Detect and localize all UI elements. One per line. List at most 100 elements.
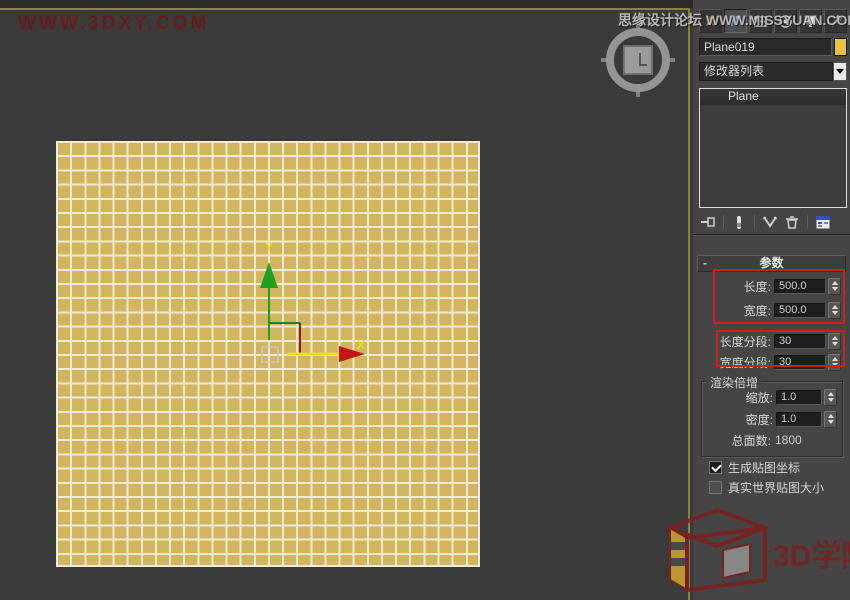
density-input[interactable]: 1.0 bbox=[776, 411, 822, 427]
spinner-up-icon bbox=[831, 336, 838, 340]
tab-motion[interactable] bbox=[774, 9, 797, 33]
scale-input[interactable]: 1.0 bbox=[776, 389, 822, 405]
compass-tick-west bbox=[601, 58, 607, 62]
perspective-viewport[interactable]: Y X bbox=[0, 0, 693, 600]
length-segs-input[interactable]: 30 bbox=[774, 333, 826, 349]
parameters-rollout-header[interactable]: - 参数 bbox=[697, 255, 846, 272]
generate-mapping-coords-row: 生成贴图坐标 bbox=[709, 460, 800, 475]
width-spinner[interactable] bbox=[828, 301, 841, 319]
highlight-rect-segs bbox=[716, 330, 845, 367]
width-input[interactable]: 500.0 bbox=[774, 302, 826, 318]
configure-modifier-sets-button[interactable] bbox=[812, 213, 834, 231]
toolbar-separator bbox=[754, 215, 755, 229]
tab-create[interactable] bbox=[699, 9, 722, 33]
x-axis-arrowhead[interactable] bbox=[339, 346, 365, 362]
spinner-up-icon bbox=[831, 281, 838, 285]
stack-item-plane[interactable]: Plane bbox=[700, 89, 846, 105]
display-tab-icon bbox=[804, 15, 817, 27]
real-world-map-size-checkbox[interactable] bbox=[709, 481, 722, 494]
modifier-list-dropdown[interactable]: 修改器列表 bbox=[699, 62, 833, 81]
scale-row: 缩放: 1.0 bbox=[707, 388, 837, 406]
total-faces-value: 1800 bbox=[775, 433, 802, 447]
scale-spinner[interactable] bbox=[824, 388, 837, 406]
spinner-down-icon bbox=[831, 287, 838, 291]
plane-object[interactable] bbox=[56, 141, 480, 567]
modifier-list-arrow-button[interactable] bbox=[833, 62, 847, 81]
density-row: 密度: 1.0 bbox=[707, 410, 837, 428]
chevron-down-icon bbox=[836, 69, 844, 74]
length-input[interactable]: 500.0 bbox=[774, 278, 826, 294]
make-unique-button[interactable] bbox=[759, 213, 781, 231]
motion-tab-icon bbox=[779, 14, 792, 28]
rollout-collapse-button[interactable]: - bbox=[703, 256, 707, 270]
panel-divider bbox=[693, 234, 850, 236]
real-world-map-size-row: 真实世界贴图大小 bbox=[709, 480, 824, 495]
object-name-row: Plane019 bbox=[699, 38, 847, 56]
object-color-swatch[interactable] bbox=[834, 38, 847, 56]
tab-display[interactable] bbox=[799, 9, 822, 33]
spinner-down-icon bbox=[831, 311, 838, 315]
scale-label: 缩放: bbox=[745, 390, 773, 405]
modify-tab-icon bbox=[729, 15, 740, 26]
modifier-list-row: 修改器列表 bbox=[699, 62, 847, 81]
length-spinner[interactable] bbox=[828, 277, 841, 295]
total-faces-row: 总面数: 1800 bbox=[707, 432, 831, 448]
compass-center-icon[interactable] bbox=[623, 45, 653, 75]
render-multipliers-title: 渲染倍增 bbox=[707, 374, 762, 391]
real-world-map-size-label: 真实世界贴图大小 bbox=[728, 481, 825, 495]
tab-modify[interactable] bbox=[724, 9, 747, 33]
width-row: 宽度: 500.0 bbox=[701, 301, 841, 319]
compass-tick-south bbox=[636, 91, 640, 97]
make-unique-icon bbox=[762, 216, 778, 228]
length-segs-row: 长度分段: 30 bbox=[701, 332, 841, 350]
viewport-top-strip bbox=[0, 0, 693, 8]
y-axis-arrowhead[interactable] bbox=[260, 262, 278, 288]
highlight-rect-size bbox=[713, 269, 845, 324]
viewport-compass[interactable] bbox=[601, 23, 675, 97]
compass-ring-icon[interactable] bbox=[606, 28, 670, 92]
spinner-up-icon bbox=[831, 305, 838, 309]
watermark-missyuan: 思缘设计论坛 WWW.MISSYUAN.COM bbox=[618, 12, 850, 28]
generate-mapping-coords-checkbox[interactable] bbox=[709, 461, 722, 474]
tab-hierarchy[interactable] bbox=[749, 9, 772, 33]
density-label: 密度: bbox=[745, 412, 773, 427]
create-tab-icon bbox=[706, 15, 714, 26]
configure-modifier-sets-icon bbox=[815, 215, 831, 229]
active-viewport-border-right bbox=[688, 8, 690, 600]
remove-modifier-button[interactable] bbox=[781, 213, 803, 231]
object-name-input[interactable]: Plane019 bbox=[699, 38, 832, 56]
toolbar-separator bbox=[807, 215, 808, 229]
compass-center-mark bbox=[639, 53, 641, 65]
gizmo-x-label: X bbox=[357, 338, 365, 352]
compass-tick-east bbox=[669, 58, 675, 62]
render-multipliers-group: 渲染倍增 bbox=[701, 374, 843, 457]
spinner-down-icon bbox=[827, 398, 834, 402]
command-panel-tabs bbox=[699, 9, 847, 33]
width-label: 宽度: bbox=[743, 303, 771, 318]
length-row: 长度: 500.0 bbox=[701, 277, 841, 295]
modifier-stack: Plane bbox=[699, 88, 847, 208]
spinner-up-icon bbox=[827, 392, 834, 396]
watermark-3d-academy-text: 3D学院 bbox=[773, 539, 850, 573]
spinner-down-icon bbox=[831, 342, 838, 346]
pin-stack-icon bbox=[701, 217, 715, 227]
compass-center-mark bbox=[639, 64, 647, 66]
move-gizmo[interactable]: Y X bbox=[225, 233, 385, 373]
show-end-result-button[interactable] bbox=[728, 213, 750, 231]
rollout-title: 参数 bbox=[759, 256, 784, 270]
compass-tick-north bbox=[636, 23, 640, 29]
remove-modifier-icon bbox=[786, 215, 798, 229]
show-end-result-icon bbox=[737, 215, 741, 229]
tab-utilities[interactable] bbox=[824, 9, 847, 33]
active-viewport-border-top bbox=[0, 8, 690, 10]
pin-stack-button[interactable] bbox=[697, 213, 719, 231]
density-spinner[interactable] bbox=[824, 410, 837, 428]
spinner-up-icon bbox=[831, 357, 838, 361]
generate-mapping-coords-label: 生成贴图坐标 bbox=[728, 461, 801, 475]
hierarchy-tab-icon bbox=[754, 15, 767, 27]
spinner-up-icon bbox=[827, 414, 834, 418]
utilities-tab-icon bbox=[831, 14, 843, 27]
length-segs-spinner[interactable] bbox=[828, 332, 841, 350]
watermark-3d-academy-logo: 3D学院 bbox=[664, 507, 850, 593]
